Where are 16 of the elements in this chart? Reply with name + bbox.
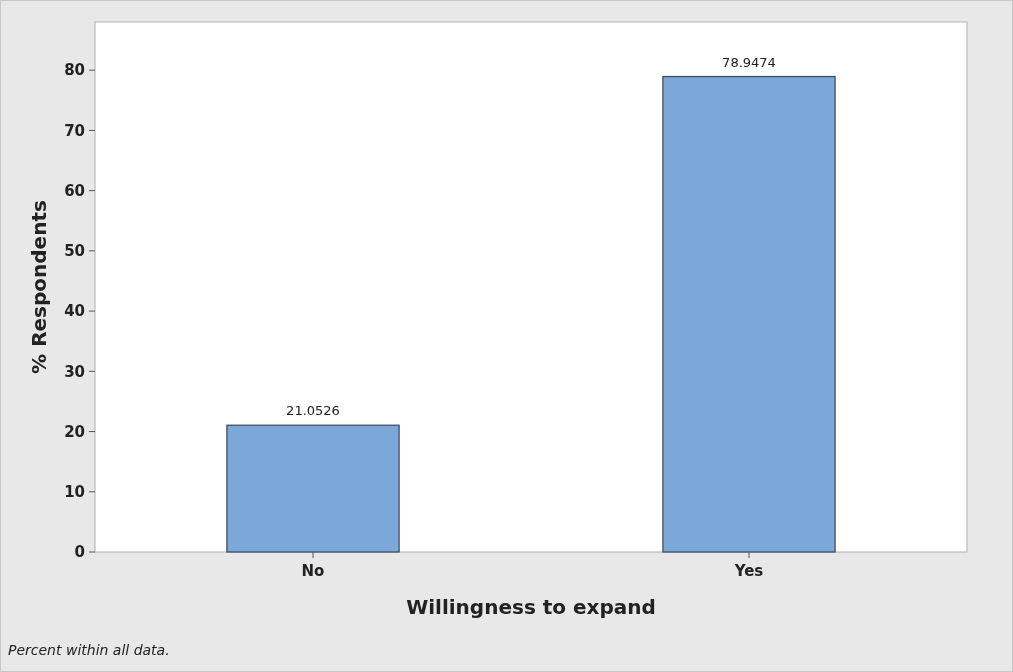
data-label: 78.9474	[722, 54, 776, 70]
y-axis-title: % Respondents	[27, 200, 51, 374]
data-label: 21.0526	[286, 403, 340, 419]
y-tick-label: 50	[64, 242, 85, 261]
y-tick-label: 20	[64, 422, 85, 441]
text: Percent within all data.	[8, 642, 170, 658]
y-tick-label: 60	[64, 181, 85, 200]
y-tick-label: 70	[64, 121, 85, 140]
x-tick-label: No	[301, 562, 325, 580]
y-tick-label: 10	[64, 483, 85, 502]
x-axis-title: Willingness to expand	[406, 595, 656, 619]
y-tick-label: 80	[64, 61, 85, 80]
y-tick-label: 0	[74, 543, 85, 562]
x-tick-label: Yes	[733, 562, 764, 580]
y-tick-label: 40	[64, 302, 85, 321]
y-tick-label: 30	[64, 362, 85, 381]
